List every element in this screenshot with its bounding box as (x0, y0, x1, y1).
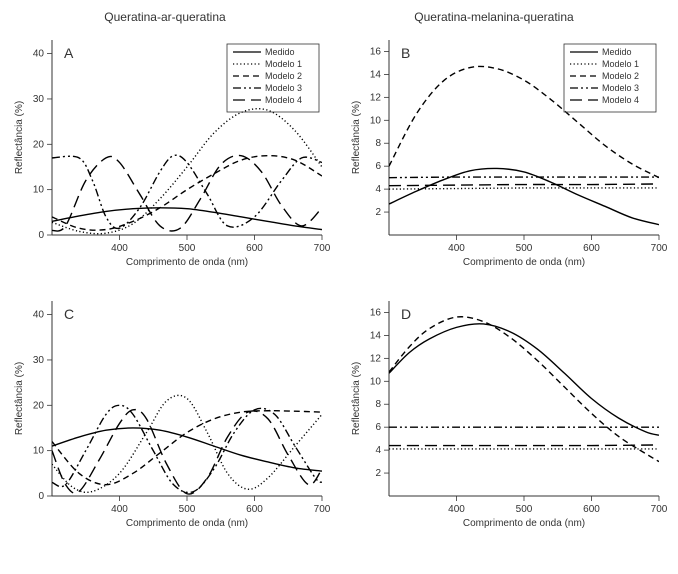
svg-text:Modelo 4: Modelo 4 (265, 95, 302, 105)
svg-text:16: 16 (370, 307, 382, 318)
svg-text:Modelo 1: Modelo 1 (602, 59, 639, 69)
svg-text:Modelo 2: Modelo 2 (602, 71, 639, 81)
svg-text:Comprimento de onda (nm): Comprimento de onda (nm) (126, 257, 248, 268)
svg-text:12: 12 (370, 353, 382, 364)
panel-b: 2 4 6 8 10 12 14 16 400 500 600 700 B Reflectância (%… (347, 28, 668, 273)
svg-text:Modelo 4: Modelo 4 (602, 95, 639, 105)
svg-text:30: 30 (33, 355, 45, 366)
svg-text:10: 10 (370, 376, 382, 387)
svg-text:600: 600 (246, 504, 263, 515)
svg-text:Reflectância (%): Reflectância (%) (14, 362, 25, 435)
svg-text:500: 500 (516, 504, 533, 515)
svg-text:500: 500 (516, 243, 533, 254)
svg-text:40: 40 (33, 49, 45, 60)
svg-text:500: 500 (179, 243, 196, 254)
svg-text:12: 12 (370, 92, 382, 103)
svg-text:10: 10 (370, 115, 382, 126)
svg-text:8: 8 (375, 138, 381, 149)
svg-text:C: C (64, 306, 74, 322)
svg-text:Reflectância (%): Reflectância (%) (14, 101, 25, 174)
svg-text:14: 14 (370, 330, 382, 341)
svg-text:Reflectância (%): Reflectância (%) (351, 362, 362, 435)
svg-text:Comprimento de onda (nm): Comprimento de onda (nm) (463, 257, 585, 268)
svg-text:400: 400 (448, 504, 465, 515)
svg-text:Modelo 3: Modelo 3 (602, 83, 639, 93)
svg-text:700: 700 (651, 504, 667, 515)
panel-a: 0 10 20 30 40 400 500 600 700 A Reflectância (%) Co… (10, 28, 331, 273)
svg-text:2: 2 (375, 468, 381, 479)
svg-text:Modelo 3: Modelo 3 (265, 83, 302, 93)
column-title-left: Queratina-ar-queratina (104, 10, 225, 24)
chart-grid: 010203040400500600700AReflectância (%)Co… (10, 28, 668, 534)
svg-text:Medido: Medido (265, 47, 295, 57)
svg-text:500: 500 (179, 504, 196, 515)
column-title-right: Queratina-melanina-queratina (414, 10, 573, 24)
svg-text:Comprimento de onda (nm): Comprimento de onda (nm) (463, 518, 585, 529)
svg-text:400: 400 (111, 243, 128, 254)
svg-text:2: 2 (375, 207, 381, 218)
panel-c: 0 10 20 30 40 400 500 600 700 C Reflectância (%) Co… (10, 289, 331, 534)
svg-text:Medido: Medido (602, 47, 632, 57)
svg-text:600: 600 (583, 243, 600, 254)
svg-text:400: 400 (448, 243, 465, 254)
svg-text:6: 6 (375, 161, 381, 172)
svg-text:16: 16 (370, 46, 382, 57)
panel-d: 2 4 6 8 10 12 14 16 400 500 600 700 D Reflectância (%… (347, 289, 668, 534)
svg-text:A: A (64, 45, 74, 61)
svg-text:700: 700 (314, 504, 330, 515)
svg-text:20: 20 (33, 139, 45, 150)
svg-text:8: 8 (375, 399, 381, 410)
svg-text:4: 4 (375, 184, 381, 195)
svg-text:600: 600 (246, 243, 263, 254)
svg-text:0: 0 (38, 230, 44, 241)
svg-text:400: 400 (111, 504, 128, 515)
svg-text:10: 10 (33, 446, 45, 457)
svg-text:10: 10 (33, 185, 45, 196)
svg-text:600: 600 (583, 504, 600, 515)
svg-text:40: 40 (33, 310, 45, 321)
svg-text:B: B (401, 45, 410, 61)
svg-text:700: 700 (651, 243, 667, 254)
svg-text:30: 30 (33, 94, 45, 105)
svg-text:700: 700 (314, 243, 330, 254)
svg-text:4: 4 (375, 445, 381, 456)
svg-text:Modelo 1: Modelo 1 (265, 59, 302, 69)
svg-text:Comprimento de onda (nm): Comprimento de onda (nm) (126, 518, 248, 529)
svg-text:20: 20 (33, 400, 45, 411)
svg-text:6: 6 (375, 422, 381, 433)
svg-text:0: 0 (38, 491, 44, 502)
svg-text:Modelo 2: Modelo 2 (265, 71, 302, 81)
svg-text:Reflectância (%): Reflectância (%) (351, 101, 362, 174)
svg-text:14: 14 (370, 69, 382, 80)
svg-text:D: D (401, 306, 411, 322)
